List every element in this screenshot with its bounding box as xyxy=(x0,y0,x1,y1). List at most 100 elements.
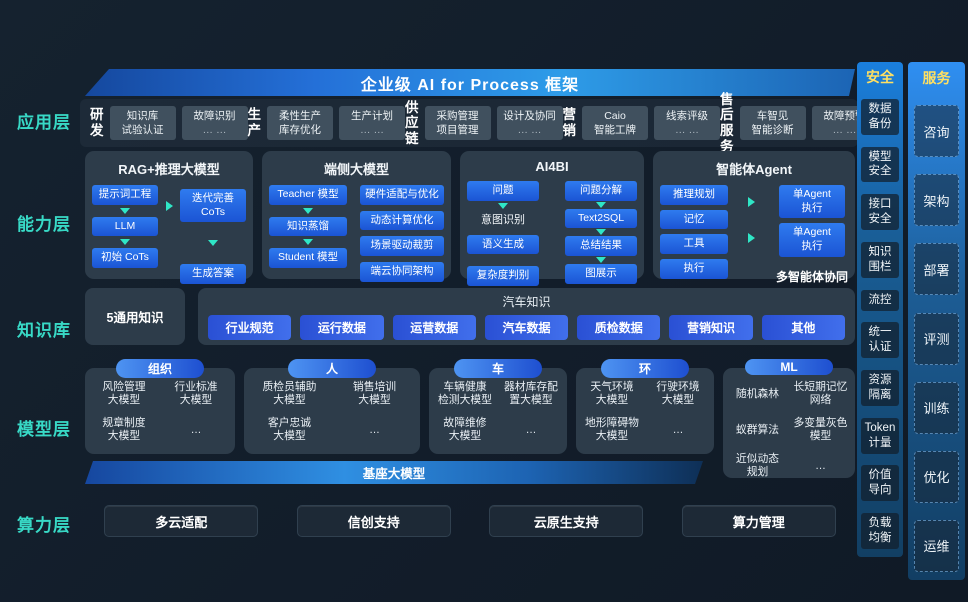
panel-agent: 智能体Agent 推理规划 记忆 工具 执行 单Agent 执行 单Agent … xyxy=(653,151,855,284)
ai4bi-step: 问题 xyxy=(467,181,539,201)
layer-label-app: 应用层 xyxy=(17,113,71,132)
chip-line: … … xyxy=(675,124,699,136)
security-item: 负载均衡 xyxy=(861,513,899,549)
model-item: 故障维修 大模型 xyxy=(443,416,487,443)
edge-item: 场景驱动裁剪 xyxy=(360,236,444,256)
model-item: 风险管理 大模型 xyxy=(102,381,146,407)
rag-step: 迭代完善 CoTs xyxy=(180,189,246,223)
app-group-after-sales: 售后服务 车智见 智能诊断 故障预警 … … xyxy=(720,92,878,154)
arrow-down-icon xyxy=(596,201,606,208)
model-panel-people: 人 质检员辅助 大模型 销售培训 大模型 客户忠诚 大模型 … xyxy=(244,359,420,454)
pill-ml: ML xyxy=(745,359,833,375)
chip-line: … … xyxy=(202,124,227,136)
agent-exec: 单Agent 执行 xyxy=(778,185,845,219)
application-layer-row: 研发 知识库 试验认证 故障识别 … … 生产 柔性生产 库存优化 生产计划 … … 供… xyxy=(80,92,878,154)
chip-line: 智能诊断 xyxy=(751,124,794,136)
app-group-rd: 研发 知识库 试验认证 故障识别 … … xyxy=(90,105,248,141)
ai4bi-text: 意图识别 xyxy=(481,213,525,226)
knowledge-chip: 运行数据 xyxy=(300,315,384,340)
app-group-label: 售后服务 xyxy=(720,91,734,154)
app-chip: 故障识别 … … xyxy=(181,105,248,141)
service-column: 服务 咨询 架构 部署 评测 训练 优化 运维 xyxy=(908,62,965,580)
app-group-label: 研发 xyxy=(90,107,104,138)
security-header: 安全 xyxy=(866,69,894,85)
compute-box: 信创支持 xyxy=(296,505,451,537)
panel-title: 智能体Agent xyxy=(716,162,792,177)
arrow-down-icon xyxy=(303,239,313,246)
pill-vehicle: 车 xyxy=(454,359,542,378)
model-panel-org: 组织 风险管理 大模型 行业标准 大模型 规章制度 大模型 … xyxy=(85,359,235,454)
app-group-marketing: 营销 Caio 智能工牌 线索评级 … … xyxy=(563,105,720,141)
security-item: 知识围栏 xyxy=(861,241,899,278)
pill-environment: 环 xyxy=(601,359,689,378)
edge-step: Student 模型 xyxy=(269,248,347,268)
model-item: 多变量灰色 模型 xyxy=(793,416,848,443)
security-item: 统一认证 xyxy=(861,322,899,359)
panel-title: RAG+推理大模型 xyxy=(118,162,220,177)
panel-rag: RAG+推理大模型 提示词工程 LLM 初始 CoTs 迭代完善 CoTs 生成… xyxy=(85,151,253,284)
model-panel-environment: 环 天气环境 大模型 行驶环境 大模型 地形障碍物 大模型 … xyxy=(576,359,714,454)
model-item: … xyxy=(369,423,380,436)
compute-layer-row: 多云适配 信创支持 云原生支持 算力管理 xyxy=(85,505,855,537)
arrow-down-icon xyxy=(498,202,508,209)
chip-line: 库存优化 xyxy=(279,124,321,136)
security-item: 数据备份 xyxy=(861,98,899,135)
knowledge-chip: 汽车数据 xyxy=(484,315,569,340)
chip-line: 智能工牌 xyxy=(594,124,636,136)
ai4bi-step: 总结结果 xyxy=(565,236,637,256)
chip-line: 知识库 xyxy=(126,109,159,122)
agent-item: 记忆 xyxy=(660,209,728,230)
panel-title: AI4BI xyxy=(535,159,569,174)
app-chip: 柔性生产 库存优化 xyxy=(267,105,333,141)
arrow-down-icon xyxy=(303,207,313,214)
knowledge-chip: 行业规范 xyxy=(208,315,292,340)
security-column: 安全 数据备份 模型安全 接口安全 知识围栏 流控 统一认证 资源隔离 Toke… xyxy=(857,62,903,557)
panel-title: 端侧大模型 xyxy=(323,162,389,177)
edge-step: Teacher 模型 xyxy=(269,185,347,205)
chip-line: … … xyxy=(517,123,542,136)
model-item: … xyxy=(190,423,202,436)
app-chip: Caio 智能工牌 xyxy=(582,105,648,141)
compute-box: 算力管理 xyxy=(681,505,836,537)
model-item: 地形障碍物 大模型 xyxy=(585,416,639,443)
chip-line: 项目管理 xyxy=(436,123,479,136)
model-item: 随机森林 xyxy=(735,387,780,400)
service-item: 优化 xyxy=(914,450,959,503)
auto-knowledge-header: 汽车知识 xyxy=(502,295,551,309)
panel-edge-model: 端侧大模型 Teacher 模型 知识蒸馏 Student 模型 硬件适配与优化… xyxy=(262,151,451,282)
app-chip: 车智见 智能诊断 xyxy=(739,105,806,141)
chip-line: 生产计划 xyxy=(351,109,393,122)
arrow-down-icon xyxy=(120,239,130,246)
ai4bi-step: 复杂度判别 xyxy=(467,266,539,286)
chip-line: 采购管理 xyxy=(436,109,479,122)
base-model-label: 基座大模型 xyxy=(362,467,426,481)
framework-title: 企业级 AI for Process 框架 xyxy=(360,76,580,94)
model-item: … xyxy=(525,423,537,436)
chip-line: Caio xyxy=(604,109,626,122)
agent-item: 推理规划 xyxy=(660,185,728,205)
ai4bi-step: 语义生成 xyxy=(467,234,539,255)
model-item: 蚁群算法 xyxy=(735,423,780,436)
model-item: 车辆健康 检测大模型 xyxy=(438,381,492,407)
layer-label-compute: 算力层 xyxy=(17,516,71,535)
chip-line: 线索评级 xyxy=(666,109,708,122)
model-layer-row: 组织 风险管理 大模型 行业标准 大模型 规章制度 大模型 … 人 质检员辅助 … xyxy=(85,359,855,478)
chip-line: 设计及协同 xyxy=(503,109,556,122)
ai4bi-step: 图展示 xyxy=(565,263,637,284)
app-group-label: 生产 xyxy=(247,107,262,138)
chip-line: 车智见 xyxy=(756,109,789,122)
chip-line: 故障预警 xyxy=(823,109,866,122)
security-item: 资源隔离 xyxy=(861,370,899,406)
general-knowledge-box: 5通用知识 xyxy=(85,288,185,345)
arrow-down-icon xyxy=(596,256,606,263)
layer-label-model: 模型层 xyxy=(17,420,71,439)
model-item: 销售培训 大模型 xyxy=(352,381,397,407)
chip-line: 柔性生产 xyxy=(279,109,321,122)
agent-caption: 多智能体协同 xyxy=(775,269,848,284)
app-chip: 设计及协同… … xyxy=(496,105,563,141)
model-panel-vehicle: 车 车辆健康 检测大模型 器材库存配 置大模型 故障维修 大模型 … xyxy=(429,359,567,454)
service-header: 服务 xyxy=(922,70,951,86)
rag-step: LLM xyxy=(92,216,158,237)
model-item: … xyxy=(672,423,684,436)
